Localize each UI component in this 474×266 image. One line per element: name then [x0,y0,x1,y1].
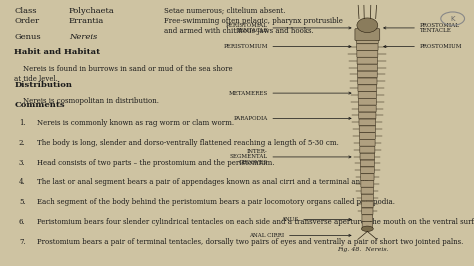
Text: Prostomium bears a pair of terminal tentacles, dorsally two pairs of eyes and ve: Prostomium bears a pair of terminal tent… [37,238,464,246]
Text: Nereis is commonly known as rag worm or clam worm.: Nereis is commonly known as rag worm or … [37,119,234,127]
Text: PARAPODIA: PARAPODIA [234,116,268,121]
FancyBboxPatch shape [362,208,373,214]
Text: The last or anal segment bears a pair of appendages known as anal cirri and a te: The last or anal segment bears a pair of… [37,178,370,186]
FancyBboxPatch shape [360,146,375,153]
FancyBboxPatch shape [361,181,374,187]
FancyBboxPatch shape [358,98,376,105]
Text: PROSTOMIUM: PROSTOMIUM [419,44,462,49]
FancyBboxPatch shape [360,140,375,146]
Text: Free-swimming often pelagic, pharynx protrusible
and armed with chitinous jaws a: Free-swimming often pelagic, pharynx pro… [164,17,342,35]
Text: Distribution: Distribution [14,81,72,89]
FancyBboxPatch shape [356,44,378,50]
FancyBboxPatch shape [361,174,374,180]
Text: Genus: Genus [14,33,41,41]
Text: ANUS: ANUS [282,217,299,222]
FancyBboxPatch shape [357,64,377,71]
Text: 5.: 5. [19,198,26,206]
Text: ANAL CIRRI: ANAL CIRRI [249,233,284,238]
FancyBboxPatch shape [360,153,374,160]
Ellipse shape [357,18,378,33]
FancyBboxPatch shape [358,105,376,112]
Text: 3.: 3. [19,159,26,167]
Text: K: K [450,16,455,22]
FancyBboxPatch shape [359,119,376,126]
FancyBboxPatch shape [355,29,380,40]
Text: Class: Class [14,7,36,15]
FancyBboxPatch shape [359,126,375,132]
Text: PERISTOMIAL
TENTACLE: PERISTOMIAL TENTACLE [226,23,268,33]
FancyBboxPatch shape [358,92,376,98]
FancyBboxPatch shape [360,160,374,167]
Text: INTER-
SEGMENTAL
GROOVES: INTER- SEGMENTAL GROOVES [230,149,268,165]
Text: Habit and Habitat: Habit and Habitat [14,48,100,56]
FancyBboxPatch shape [361,188,374,194]
FancyBboxPatch shape [362,201,373,208]
FancyBboxPatch shape [362,222,373,228]
Text: 2.: 2. [19,139,26,147]
Text: 6.: 6. [19,218,26,226]
FancyBboxPatch shape [358,85,377,92]
Text: PERISTOMIUM: PERISTOMIUM [223,44,268,49]
FancyBboxPatch shape [357,57,378,64]
FancyBboxPatch shape [359,133,375,139]
Text: Nereis: Nereis [69,33,97,41]
Text: Setae numerous; clitelium absent.: Setae numerous; clitelium absent. [164,7,285,15]
Text: The body is long, slender and dorso-ventrally flattened reaching a length of 5-3: The body is long, slender and dorso-vent… [37,139,339,147]
Text: 7.: 7. [19,238,26,246]
Text: 1.: 1. [19,119,26,127]
FancyBboxPatch shape [359,112,376,119]
Text: Errantia: Errantia [69,17,104,25]
FancyBboxPatch shape [360,167,374,173]
FancyBboxPatch shape [358,78,377,85]
Text: Fig. 48.  Nereis.: Fig. 48. Nereis. [337,247,388,252]
FancyBboxPatch shape [361,194,374,201]
FancyBboxPatch shape [362,215,373,221]
Text: Polychaeta: Polychaeta [69,7,115,15]
Text: Nereis is cosmopolitan in distribution.: Nereis is cosmopolitan in distribution. [14,97,159,105]
Text: Order: Order [14,17,39,25]
Text: 4.: 4. [19,178,26,186]
Ellipse shape [361,226,374,231]
FancyBboxPatch shape [357,71,377,78]
Text: METAMERES: METAMERES [228,91,268,95]
FancyBboxPatch shape [357,51,378,57]
Text: Head consists of two parts – the prostomium and the peristomium.: Head consists of two parts – the prostom… [37,159,274,167]
Text: Peristomium bears four slender cylindrical tentacles on each side and a transver: Peristomium bears four slender cylindric… [37,218,474,226]
Text: Each segment of the body behind the peristomium bears a pair locomotory organs c: Each segment of the body behind the peri… [37,198,395,206]
Text: Comments: Comments [14,101,65,109]
FancyBboxPatch shape [356,37,378,44]
Text: Nereis is found in burrows in sand or mud of the sea shore
at tide level.: Nereis is found in burrows in sand or mu… [14,65,233,83]
Text: PROSTOMIAL
TENTACLE: PROSTOMIAL TENTACLE [419,23,459,33]
